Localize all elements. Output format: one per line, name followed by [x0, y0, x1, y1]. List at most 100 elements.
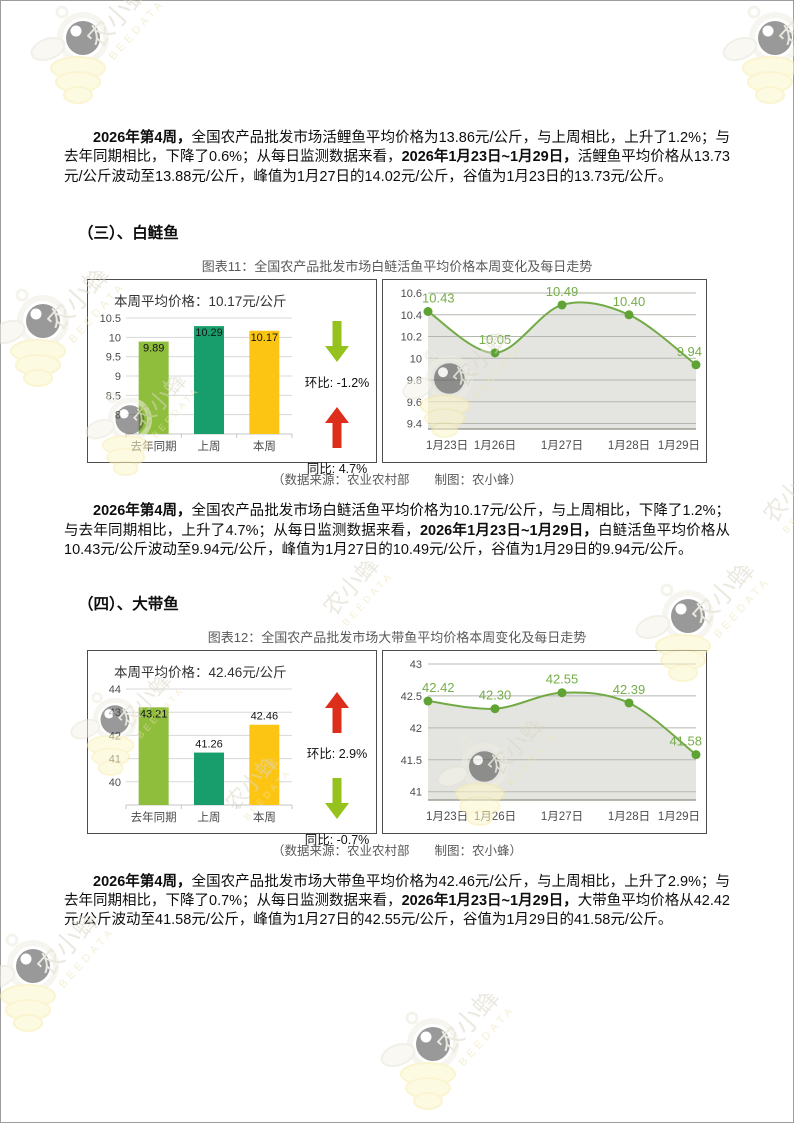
bar-chart-svg: 40 41 42 43 44 43.21 去年同期 41.26 上周 42.46 本周 [88, 681, 298, 833]
svg-text:10.6: 10.6 [400, 288, 421, 300]
svg-text:41: 41 [409, 786, 421, 798]
figure-title-11: 图表11：全国农产品批发市场白鲢活鱼平均价格本周变化及每日走势 [64, 256, 730, 275]
svg-text:43: 43 [109, 707, 121, 719]
change-indicators: 环比: -1.2% 同比: 4.7% [298, 310, 376, 477]
svg-text:9.5: 9.5 [106, 352, 121, 364]
svg-text:8: 8 [115, 410, 121, 422]
bee-icon [0, 935, 56, 1031]
svg-text:1月23日: 1月23日 [426, 440, 468, 452]
svg-text:去年同期: 去年同期 [131, 810, 177, 824]
arrow-down-icon [324, 318, 350, 364]
svg-text:41.5: 41.5 [400, 754, 421, 766]
svg-text:10.5: 10.5 [100, 313, 121, 325]
svg-text:41.26: 41.26 [195, 738, 223, 750]
svg-text:9.89: 9.89 [143, 343, 164, 355]
indicator-label: 环比: 2.9% [307, 743, 367, 762]
arrow-down-icon [324, 775, 350, 821]
change-indicators: 环比: 2.9% 同比: -0.7% [298, 681, 376, 848]
section-silver-carp: （三）、白鲢鱼 图表11：全国农产品批发市场白鲢活鱼平均价格本周变化及每日走势 … [64, 221, 730, 560]
svg-text:9: 9 [115, 371, 121, 383]
figure-12: 本周平均价格：42.46元/公斤 40 41 42 43 44 43.21 去年同期 41.2… [87, 650, 707, 834]
svg-text:1月26日: 1月26日 [473, 440, 515, 452]
svg-text:41.58: 41.58 [669, 733, 702, 748]
svg-text:43.21: 43.21 [140, 708, 168, 720]
weekly-bar-panel: 本周平均价格：10.17元/公斤 8 8.5 9 9.5 10 10.5 9.89 去年同期 1… [87, 279, 377, 463]
svg-text:1月28日: 1月28日 [607, 440, 649, 452]
svg-text:上周: 上周 [198, 440, 221, 453]
analysis-paragraph-carp: 2026年第4周，全国农产品批发市场活鲤鱼平均价格为13.86元/公斤，与上周相… [64, 129, 730, 187]
svg-text:本周: 本周 [253, 439, 276, 453]
watermark-text: 农小蜂 BEEDATA [431, 994, 518, 1070]
svg-text:BEEDATA: BEEDATA [457, 1003, 518, 1069]
svg-text:BEEDATA: BEEDATA [57, 925, 118, 991]
svg-text:42.30: 42.30 [478, 687, 511, 702]
svg-text:10.43: 10.43 [422, 291, 455, 306]
svg-text:10.49: 10.49 [545, 284, 578, 299]
section-hairtail: （四）、大带鱼 图表12：全国农产品批发市场大带鱼平均价格本周变化及每日走势 本… [64, 592, 730, 931]
indicator-down: 环比: -1.2% [305, 318, 370, 391]
svg-text:43: 43 [409, 659, 421, 671]
svg-text:本周: 本周 [253, 810, 276, 824]
bar-chart-svg: 8 8.5 9 9.5 10 10.5 9.89 去年同期 10.29 上周 10.17 本周 [88, 310, 298, 462]
svg-text:1月27日: 1月27日 [540, 811, 582, 823]
svg-text:8.5: 8.5 [106, 391, 121, 403]
svg-text:农小蜂: 农小蜂 [431, 994, 505, 1060]
bar-panel-row: 40 41 42 43 44 43.21 去年同期 41.26 上周 42.46 本周 环比: 2.… [88, 681, 376, 848]
svg-text:1月29日: 1月29日 [657, 811, 699, 823]
svg-text:42.39: 42.39 [612, 681, 645, 696]
watermark-bee: 农小蜂 BEEDATA [371, 994, 521, 1144]
svg-text:10.40: 10.40 [612, 294, 645, 309]
bee-icon [379, 1013, 456, 1109]
svg-text:1月27日: 1月27日 [540, 440, 582, 452]
svg-text:10.4: 10.4 [400, 310, 421, 322]
indicator-down: 同比: -0.7% [305, 775, 370, 848]
svg-text:42: 42 [409, 722, 421, 734]
weekly-bar-panel: 本周平均价格：42.46元/公斤 40 41 42 43 44 43.21 去年同期 41.2… [87, 650, 377, 834]
svg-text:1月26日: 1月26日 [473, 811, 515, 823]
svg-text:1月29日: 1月29日 [657, 440, 699, 452]
svg-text:42.46: 42.46 [251, 710, 279, 722]
indicator-up: 同比: 4.7% [307, 404, 367, 477]
page-content: 2026年第4周，全国农产品批发市场活鲤鱼平均价格为13.86元/公斤，与上周相… [1, 1, 793, 931]
svg-text:44: 44 [109, 684, 121, 696]
indicator-up: 环比: 2.9% [307, 689, 367, 762]
svg-text:9.6: 9.6 [406, 397, 421, 409]
svg-text:1月28日: 1月28日 [607, 811, 649, 823]
bar-panel-row: 8 8.5 9 9.5 10 10.5 9.89 去年同期 10.29 上周 10.17 本周 环比:… [88, 310, 376, 477]
bar-panel-title: 本周平均价格：42.46元/公斤 [114, 661, 376, 681]
analysis-paragraph-silver-carp: 2026年第4周，全国农产品批发市场白鲢活鱼平均价格为10.17元/公斤，与上周… [64, 502, 730, 560]
arrow-up-icon [324, 689, 350, 735]
svg-text:10.05: 10.05 [478, 332, 511, 347]
arrow-up-icon [324, 404, 350, 450]
figure-11: 本周平均价格：10.17元/公斤 8 8.5 9 9.5 10 10.5 9.89 去年同期 1… [87, 279, 707, 463]
svg-text:1月23日: 1月23日 [426, 811, 468, 823]
analysis-paragraph-hairtail: 2026年第4周，全国农产品批发市场大带鱼平均价格为42.46元/公斤，与上周相… [64, 873, 730, 931]
watermark-bee: 农小蜂 BEEDATA [0, 916, 121, 1066]
bar-panel-title: 本周平均价格：10.17元/公斤 [114, 290, 376, 310]
svg-text:10.29: 10.29 [195, 327, 223, 339]
svg-text:10.2: 10.2 [400, 332, 421, 344]
svg-text:9.8: 9.8 [406, 375, 421, 387]
svg-text:42.55: 42.55 [545, 671, 578, 686]
svg-text:41: 41 [109, 753, 121, 765]
svg-text:42.5: 42.5 [400, 690, 421, 702]
section-heading-silver-carp: （三）、白鲢鱼 [78, 221, 730, 243]
svg-text:10: 10 [409, 354, 421, 366]
svg-text:10.17: 10.17 [251, 332, 279, 344]
svg-text:上周: 上周 [198, 811, 221, 824]
svg-text:9.94: 9.94 [676, 344, 701, 359]
svg-text:42: 42 [109, 730, 121, 742]
svg-text:去年同期: 去年同期 [131, 439, 177, 453]
section-heading-hairtail: （四）、大带鱼 [78, 592, 730, 614]
svg-text:9.4: 9.4 [406, 419, 421, 431]
svg-text:10: 10 [109, 333, 121, 345]
svg-text:40: 40 [109, 776, 121, 788]
figure-title-12: 图表12：全国农产品批发市场大带鱼平均价格本周变化及每日走势 [64, 627, 730, 646]
indicator-label: 环比: -1.2% [305, 372, 370, 391]
svg-text:42.42: 42.42 [422, 680, 455, 695]
